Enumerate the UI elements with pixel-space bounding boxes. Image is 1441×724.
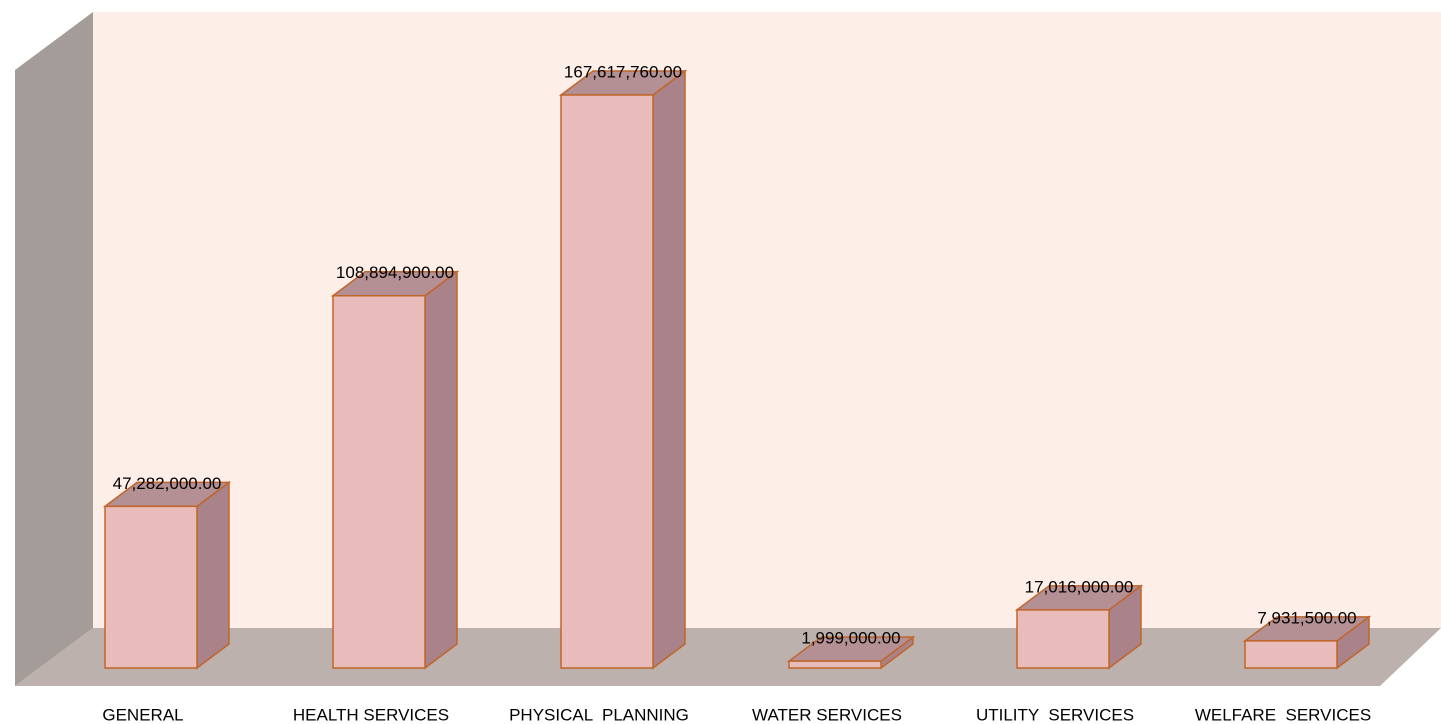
bar [1242,615,1372,670]
bar-front [332,294,426,669]
bar-side [424,270,458,670]
x-tick-label: HEALTH SERVICES [293,705,449,724]
x-tick-label: PHYSICAL PLANNING [509,705,689,724]
bar-front [1244,640,1338,669]
bar-front [788,660,882,669]
bar [102,480,232,670]
bar [330,270,460,670]
bar-front [104,505,198,669]
bar-front [560,94,654,669]
bar-front [1016,609,1110,669]
bar [786,635,916,670]
side-wall [15,12,93,686]
value-label: 47,282,000.00 [113,474,222,493]
bar [558,69,688,670]
value-label: 108,894,900.00 [336,263,454,282]
x-tick-label: WELFARE SERVICES [1195,705,1371,724]
value-label: 1,999,000.00 [801,629,900,648]
bar-side [652,69,686,670]
value-label: 17,016,000.00 [1025,577,1134,596]
value-label: 167,617,760.00 [564,62,682,81]
x-tick-label: GENERAL [102,705,183,724]
value-label: 7,931,500.00 [1257,608,1356,627]
back-wall [93,12,1441,628]
bar-side [196,480,230,670]
x-tick-label: UTILITY SERVICES [976,705,1134,724]
bar [1014,584,1144,670]
x-tick-label: WATER SERVICES [752,705,902,724]
